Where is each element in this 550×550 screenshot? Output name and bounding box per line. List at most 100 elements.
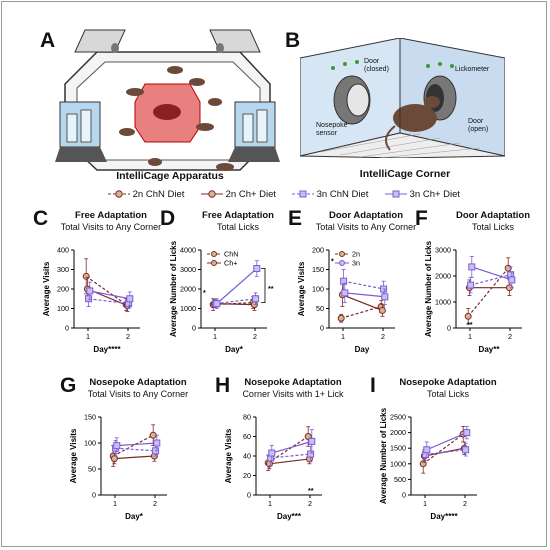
- y-tick-label: 2000: [180, 285, 196, 294]
- y-axis-label: Average Visits: [297, 261, 306, 316]
- data-point-3n-chn: [85, 295, 93, 303]
- x-tick-label: 2: [308, 499, 312, 508]
- x-tick-label: 2: [126, 332, 130, 341]
- series-line-3n-ch+: [116, 442, 157, 447]
- legend-item-3n-chplus: 3n Ch+ Diet: [385, 189, 460, 200]
- y-axis-label: Average Visits: [42, 261, 51, 316]
- series-line-2n-chn: [341, 305, 382, 319]
- legend-marker-solid-circle-icon: [201, 190, 223, 199]
- significance-marker: *: [331, 257, 334, 266]
- panel-b-caption: IntelliCage Corner: [359, 168, 451, 180]
- legend-item-3n-chn: 3n ChN Diet: [292, 189, 368, 200]
- x-tick-label: 2: [508, 332, 512, 341]
- series-line-2n-chn: [267, 435, 309, 464]
- y-tick-label: 300: [57, 265, 69, 274]
- chart-title: Door Adaptation: [455, 210, 531, 221]
- y-tick-label: 500: [394, 475, 406, 484]
- legend-item-2n-chn: 2n ChN Diet: [108, 189, 184, 200]
- panel-c-letter: C: [33, 207, 49, 230]
- y-tick-label: 3000: [435, 246, 451, 255]
- series-line-3n-chn: [343, 280, 384, 290]
- y-axis-label: Average Number of Licks: [424, 240, 433, 337]
- inset-legend-label: Ch+: [224, 259, 237, 268]
- intellicage-apparatus-illustration: [55, 29, 280, 171]
- data-point-3n-ch+: [508, 276, 516, 284]
- series-line-2n-chn: [112, 434, 154, 457]
- x-tick-label: 1: [268, 499, 272, 508]
- x-tick-label: 1: [341, 332, 345, 341]
- chart-i-plot: 0 500 1000 1500 2000 2500 1 2 Average Number of …: [379, 407, 477, 521]
- chart-subtitle: Total Visits to Any Corner: [87, 389, 189, 399]
- panel-g-letter: G: [60, 374, 77, 397]
- y-tick-label: 200: [57, 285, 69, 294]
- legend-label: 3n ChN Diet: [316, 189, 369, 200]
- x-tick-label: 1: [113, 499, 117, 508]
- x-tick-label: 2: [153, 499, 157, 508]
- callout-nosepoke-sensor: Nosepoke sensor: [316, 122, 348, 137]
- y-tick-label: 0: [65, 324, 69, 333]
- series-line-3n-ch+: [344, 292, 385, 298]
- series-line-3n-ch+: [426, 432, 468, 451]
- y-tick-label: 20: [243, 471, 251, 480]
- chart-d-plot: 0 1000 2000 3000 4000 1 2 Average Number of Lic…: [169, 240, 274, 354]
- series-line-3n-chn: [470, 274, 511, 286]
- x-axis-label: Day***: [277, 512, 302, 521]
- data-point-3n-chn: [467, 281, 475, 289]
- legend-marker-solid-square-icon: [385, 190, 407, 198]
- y-axis-label: Average Number of Licks: [169, 240, 178, 337]
- data-point-3n-ch+: [341, 289, 349, 297]
- legend-item-2n-chplus: 2n Ch+ Diet: [201, 189, 276, 200]
- y-tick-label: 100: [84, 439, 96, 448]
- chart-title: Nosepoke Adaptation: [399, 377, 497, 388]
- y-tick-label: 100: [312, 285, 324, 294]
- x-axis-label: Day*: [225, 345, 244, 354]
- x-tick-label: 2: [381, 332, 385, 341]
- data-point-3n-ch+: [113, 442, 121, 450]
- y-axis-label: Average Visits: [224, 428, 233, 483]
- y-tick-label: 50: [316, 304, 324, 313]
- chart-title: Free Adaptation: [202, 210, 274, 221]
- x-axis-label: Day: [355, 345, 370, 354]
- series-line-3n-chn: [215, 298, 256, 305]
- series-line-3n-ch+: [89, 290, 130, 300]
- x-axis-label: Day****: [430, 512, 458, 521]
- y-tick-label: 200: [312, 246, 324, 255]
- panel-a-caption: IntelliCage Apparatus: [116, 170, 224, 182]
- data-point-3n-ch+: [268, 449, 276, 457]
- x-tick-label: 1: [86, 332, 90, 341]
- y-tick-label: 2500: [390, 413, 406, 422]
- series-line-3n-chn: [425, 449, 466, 456]
- legend-marker-dashed-square-icon: [292, 190, 314, 198]
- data-point-3n-ch+: [86, 287, 94, 295]
- inset-legend-label: ChN: [224, 250, 238, 259]
- y-tick-label: 80: [243, 413, 251, 422]
- chart-h-plot: 0 20 40 60 80 1 2 Average Visits Day*** **: [224, 413, 322, 521]
- chart-subtitle: Total Visits to Any Corner: [315, 222, 417, 232]
- y-tick-label: 0: [92, 491, 96, 500]
- y-tick-label: 0: [192, 324, 196, 333]
- panel-h-letter: H: [215, 374, 231, 397]
- y-tick-label: 4000: [180, 246, 196, 255]
- x-tick-label: 1: [423, 499, 427, 508]
- chart-c-plot: 0 100 200 300 400 1 2 Average Visits Day****: [42, 246, 140, 354]
- x-axis-label: Day**: [479, 345, 501, 354]
- y-tick-label: 50: [88, 465, 96, 474]
- chart-subtitle: Total Licks: [426, 389, 470, 399]
- chart-subtitle: Corner Visits with 1+ Lick: [242, 389, 344, 399]
- y-tick-label: 2000: [390, 428, 406, 437]
- y-tick-label: 2000: [435, 272, 451, 281]
- callout-door-closed: Door (closed): [364, 58, 389, 73]
- data-point-3n-ch+: [423, 446, 431, 454]
- data-point-2n-chn: [337, 314, 345, 322]
- y-tick-label: 400: [57, 246, 69, 255]
- data-point-2n-chn: [464, 312, 472, 320]
- y-axis-label: Average Visits: [69, 428, 78, 483]
- y-tick-label: 1000: [390, 459, 406, 468]
- inset-legend-marker: [339, 260, 345, 266]
- series-line-3n-chn: [88, 298, 129, 305]
- data-point-3n-chn: [462, 446, 470, 454]
- y-tick-label: 60: [243, 432, 251, 441]
- chart-title: Nosepoke Adaptation: [89, 377, 187, 388]
- data-point-3n-ch+: [213, 300, 221, 308]
